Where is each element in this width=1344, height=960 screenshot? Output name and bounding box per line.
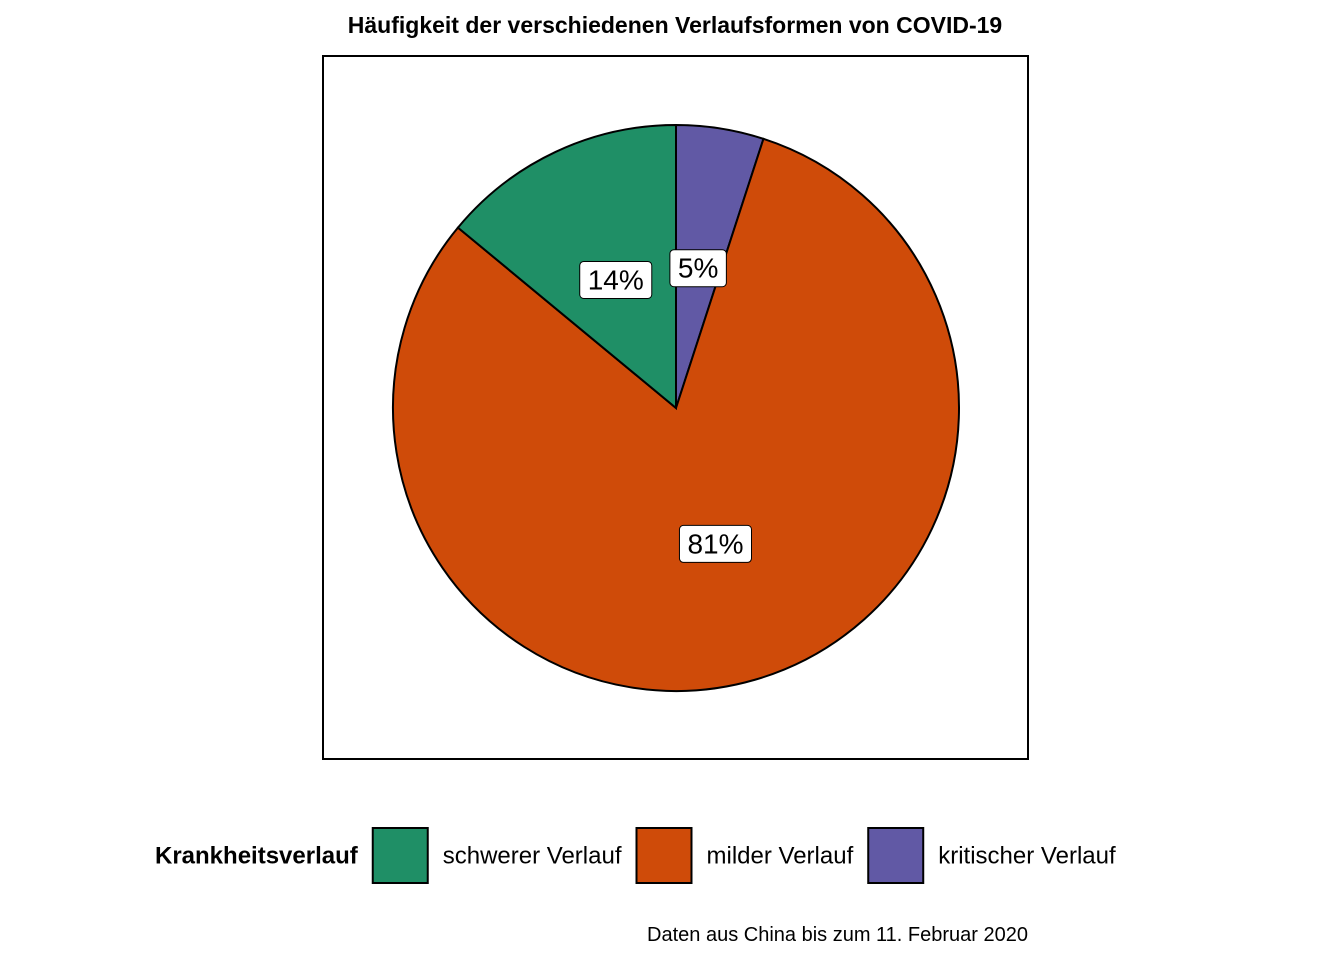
- legend-key: [867, 827, 925, 884]
- legend-label: kritischer Verlauf: [938, 843, 1116, 870]
- slice-label-text: 5%: [678, 253, 718, 284]
- pie-slice-milder-verlauf: [392, 137, 960, 692]
- pie-slice-schwerer-verlauf: [456, 123, 677, 411]
- legend-title: Krankheitsverlauf: [155, 843, 359, 870]
- slice-label-box: [678, 524, 753, 563]
- legend: Krankheitsverlauf schwerer Verlauf milder …: [155, 827, 1116, 884]
- slice-label: 5%: [669, 249, 727, 288]
- chart-title: Häufigkeit der verschiedenen Verlaufsfor…: [348, 12, 1002, 38]
- slice-labels: 5% 81% 14%: [579, 249, 753, 563]
- plot-panel-border: [322, 55, 1029, 760]
- legend-key: [635, 827, 693, 884]
- slice-label-text: 81%: [687, 528, 743, 559]
- legend-label: milder Verlauf: [707, 843, 854, 870]
- slice-label-box: [669, 249, 727, 288]
- chart-caption: Daten aus China bis zum 11. Februar 2020: [647, 924, 1028, 946]
- legend-label: schwerer Verlauf: [443, 843, 622, 870]
- slice-label: 14%: [579, 260, 653, 299]
- slice-label: 81%: [678, 524, 753, 563]
- slice-label-text: 14%: [588, 264, 644, 295]
- legend-key: [371, 827, 429, 884]
- pie-slices: [392, 123, 960, 692]
- slice-label-box: [579, 260, 653, 299]
